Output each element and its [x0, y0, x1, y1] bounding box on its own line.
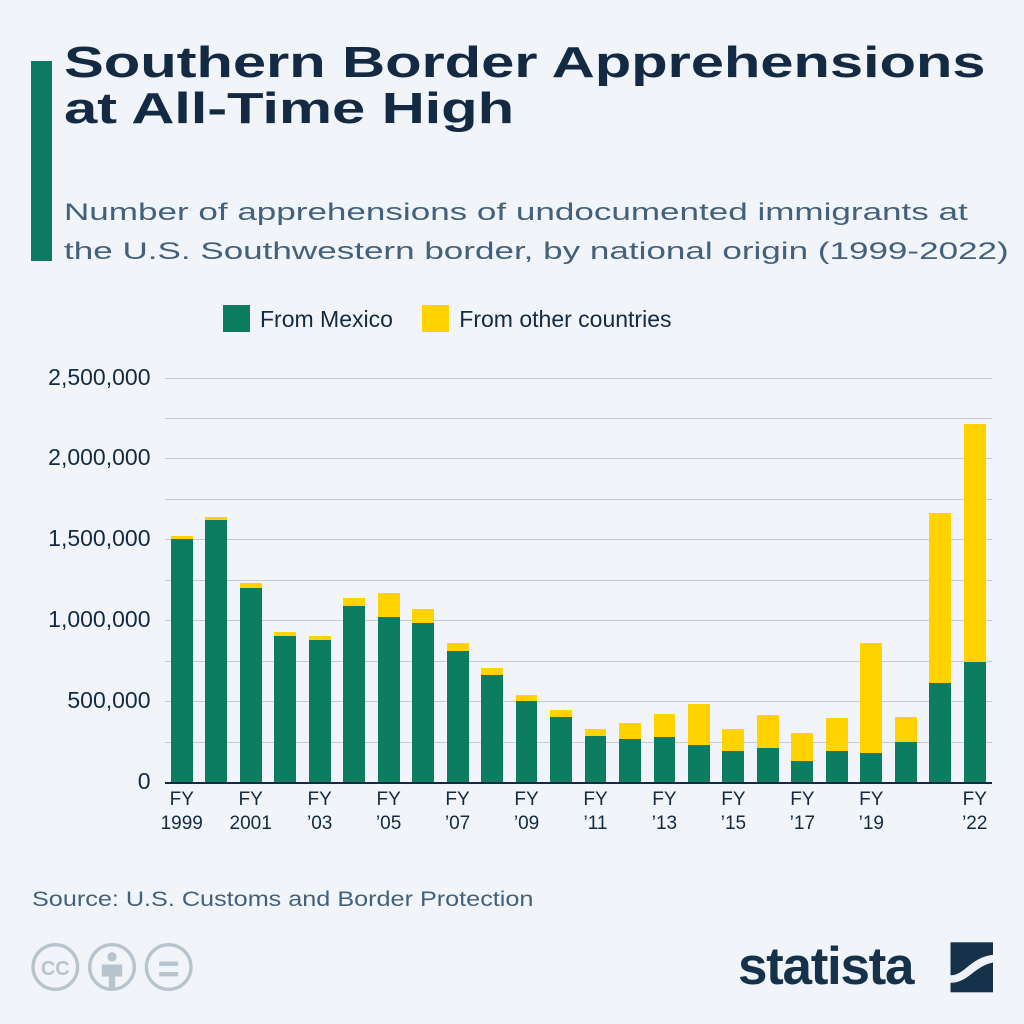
svg-text:CC: CC — [41, 958, 70, 980]
svg-text:statista: statista — [738, 942, 915, 993]
